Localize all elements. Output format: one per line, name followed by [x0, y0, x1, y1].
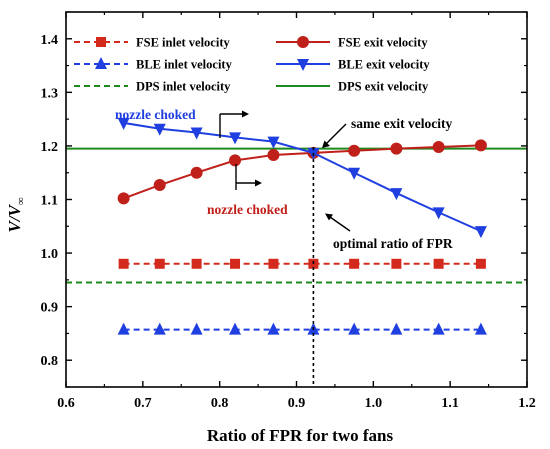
axes: 0.6 0.7 0.8 0.9 1.0 1.1 1.2 0.8 0.9 1.0 1.1 1.2 1.3 1…	[41, 11, 536, 411]
data-point-s2-0	[117, 322, 130, 335]
data-point-s0-1	[154, 258, 165, 269]
data-point-s2-9	[474, 322, 487, 335]
annotation-optimal-arrow-line	[329, 216, 351, 232]
data-point-s2-8	[432, 322, 445, 335]
y-tick-label-2: 1.0	[41, 247, 59, 262]
legend: FSE inlet velocity FSE exit velocity BLE i…	[74, 36, 430, 94]
data-point-s0-4	[268, 258, 279, 269]
data-point-s1-1	[153, 179, 166, 192]
data-point-s2-1	[153, 322, 166, 335]
legend-label-2: BLE inlet velocity	[136, 58, 233, 72]
legend-label-5: DPS exit velocity	[338, 80, 429, 94]
data-point-s1-7	[390, 142, 403, 155]
legend-label-4: DPS inlet velocity	[136, 80, 231, 94]
data-point-s2-6	[348, 322, 361, 335]
data-point-s1-3	[229, 154, 242, 167]
y-axis-title-sub: ∞	[15, 197, 27, 205]
legend-label-1: FSE exit velocity	[338, 36, 428, 50]
x-axis-title: Ratio of FPR for two fans	[207, 426, 394, 445]
annotation-same-exit-velocity: same exit velocity	[351, 116, 452, 131]
series-line-1	[123, 144, 481, 200]
legend-marker-1	[297, 36, 309, 48]
data-point-s2-7	[390, 322, 403, 335]
data-point-s3-7	[390, 188, 403, 201]
annotation-ble-arrow-head	[242, 110, 249, 118]
y-tick-label-1: 0.9	[41, 301, 59, 316]
data-point-s1-8	[432, 141, 445, 153]
data-point-s3-8	[432, 207, 445, 220]
x-tick-label-6: 1.2	[518, 396, 536, 411]
x-tick-label-4: 1.0	[365, 396, 383, 411]
x-tick-label-3: 0.9	[288, 396, 306, 411]
data-point-s1-2	[190, 166, 203, 179]
annotations: nozzle choked nozzle choked same exit velo…	[115, 107, 453, 251]
data-point-s0-6	[349, 258, 360, 269]
y-axis-title-num: V	[5, 220, 24, 233]
y-tick-label-6: 1.4	[41, 33, 59, 48]
annotation-nozzle-choked-fse: nozzle choked	[207, 202, 288, 217]
plot-area	[66, 117, 527, 387]
data-point-s1-6	[348, 144, 361, 157]
y-tick-label-5: 1.3	[41, 86, 59, 101]
y-tick-label-4: 1.2	[41, 140, 59, 155]
x-tick-label-2: 0.8	[211, 396, 229, 411]
data-point-s1-4	[267, 149, 280, 162]
y-tick-label-3: 1.1	[41, 194, 59, 209]
legend-label-0: FSE inlet velocity	[136, 36, 230, 50]
x-tick-label-5: 1.1	[441, 396, 459, 411]
data-point-s3-4	[267, 136, 280, 149]
data-point-s3-3	[229, 132, 242, 145]
data-point-s2-3	[229, 322, 242, 335]
data-point-s0-2	[191, 258, 202, 269]
y-tick-label-0: 0.8	[41, 354, 59, 369]
annotation-same-arrow-head	[322, 140, 330, 148]
annotation-fse-arrow-head	[255, 179, 262, 187]
data-point-s0-0	[118, 258, 129, 269]
data-point-s2-2	[190, 322, 203, 335]
y-axis-title-den: V	[5, 204, 24, 217]
data-point-s1-0	[117, 192, 130, 205]
series-line-3	[123, 121, 482, 233]
legend-marker-2	[95, 57, 107, 69]
legend-marker-3	[297, 59, 309, 71]
data-point-s2-4	[267, 322, 280, 335]
data-point-s3-6	[348, 167, 361, 180]
y-axis-title: V/V∞	[5, 197, 27, 232]
annotation-nozzle-choked-ble: nozzle choked	[115, 107, 196, 122]
annotation-optimal-arrow-head	[325, 213, 333, 221]
data-point-s3-2	[190, 127, 203, 140]
data-point-s0-3	[230, 258, 241, 269]
annotation-same-arrow-line	[325, 123, 347, 145]
data-point-s3-1	[153, 123, 166, 136]
data-point-s0-7	[391, 258, 402, 269]
data-point-s0-9	[475, 258, 486, 269]
data-point-s3-0	[117, 117, 130, 130]
data-point-s3-9	[474, 226, 487, 239]
x-tick-label-1: 0.7	[134, 396, 152, 411]
svg-text:V/V∞: V/V∞	[5, 197, 27, 232]
annotation-optimal-ratio: optimal ratio of FPR	[333, 236, 453, 251]
data-point-s0-8	[433, 258, 444, 269]
x-tick-label-0: 0.6	[57, 396, 75, 411]
legend-label-3: BLE exit velocity	[338, 58, 430, 72]
data-point-s1-9	[474, 139, 487, 152]
legend-marker-0	[96, 37, 106, 47]
